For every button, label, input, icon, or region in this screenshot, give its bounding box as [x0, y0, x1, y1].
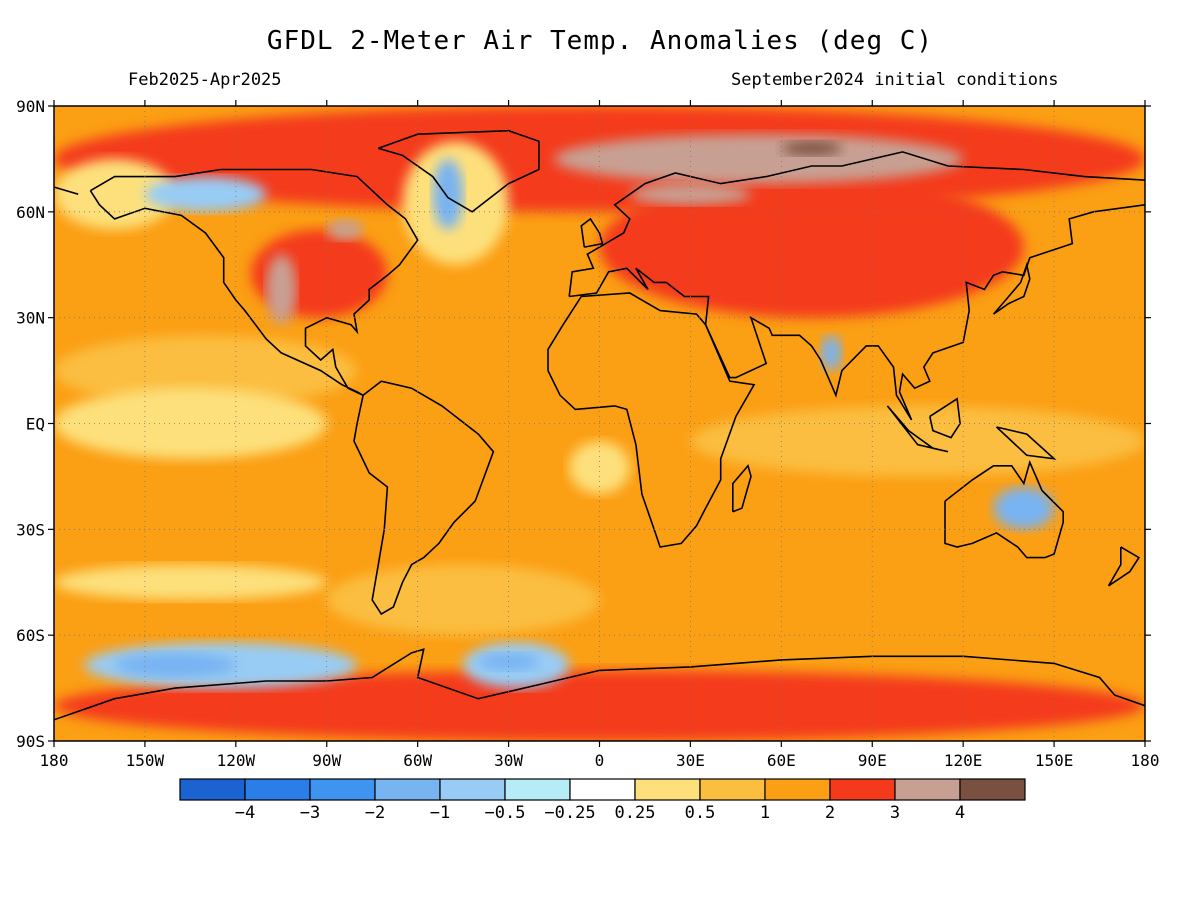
colorbar-label: 0.5	[685, 803, 716, 823]
lat-tick-label: 30N	[16, 309, 45, 328]
anomaly-region-11	[326, 564, 600, 636]
anomaly-region-9	[781, 141, 842, 156]
anomaly-region-21	[114, 652, 236, 678]
colorbar-label: 3	[890, 803, 900, 823]
lat-tick-label: 90N	[16, 97, 45, 116]
lon-tick-label: 180	[1131, 751, 1160, 770]
map-title: GFDL 2-Meter Air Temp. Anomalies (deg C)	[266, 26, 934, 56]
lon-tick-label: 0	[595, 751, 605, 770]
lon-tick-label: 90W	[312, 751, 341, 770]
coastline-5	[54, 186, 79, 195]
colorbar-swatch	[569, 778, 636, 801]
anomaly-region-14	[54, 564, 327, 600]
colorbar: −4 −3 −2 −1 −0.5 −0.25 0.25 0.5 1 2 3 4	[179, 778, 1026, 823]
colorbar-swatch	[504, 778, 571, 801]
coastline-15	[995, 426, 1057, 460]
lon-tick-label: 30W	[494, 751, 523, 770]
lon-tick-label: 90E	[858, 751, 887, 770]
lon-tick-label: 120E	[944, 751, 983, 770]
colorbar-label: 2	[825, 803, 835, 823]
lat-tick-label: 60N	[16, 203, 45, 222]
colorbar-label: 0.25	[615, 803, 656, 823]
lon-tick-label: 150W	[126, 751, 165, 770]
colorbar-swatch	[764, 778, 831, 801]
lat-tick-label: 60S	[16, 626, 45, 645]
anomaly-region-25	[820, 335, 842, 371]
colorbar-label: −3	[300, 803, 320, 823]
colorbar-swatch	[959, 778, 1026, 801]
anomaly-region-8	[326, 218, 364, 241]
colorbar-swatch	[699, 778, 766, 801]
coastline-12	[1107, 546, 1141, 587]
colorbar-label: 1	[760, 803, 770, 823]
anomaly-region-2	[599, 176, 1024, 318]
lon-tick-label: 60E	[767, 751, 796, 770]
lon-tick-label: 60W	[403, 751, 432, 770]
coastline-7	[944, 459, 1064, 559]
anomaly-region-12	[690, 405, 1145, 477]
coastline-6	[569, 204, 1145, 421]
coastline-9	[580, 217, 604, 248]
colorbar-label: 4	[955, 803, 965, 823]
coastline-4	[568, 151, 1145, 297]
colorbar-label: −2	[365, 803, 385, 823]
graticule	[54, 106, 1145, 741]
lon-tick-label: 30E	[676, 751, 705, 770]
colorbar-swatch	[244, 778, 311, 801]
coastline-3	[547, 292, 756, 548]
initial-conditions: September2024 initial conditions	[731, 70, 1059, 90]
lat-tick-label: EQ	[26, 415, 45, 434]
anomaly-region-20	[144, 176, 267, 212]
coastline-2	[353, 380, 495, 616]
colorbar-swatch	[179, 778, 246, 801]
coastline-0	[89, 168, 419, 397]
lon-tick-label: 120W	[217, 751, 256, 770]
forecast-period: Feb2025-Apr2025	[128, 70, 282, 90]
lon-tick-label: 180	[40, 751, 69, 770]
colorbar-swatch	[439, 778, 506, 801]
coastline-14	[929, 397, 961, 439]
coastline-10	[992, 261, 1031, 315]
coastline-13	[886, 405, 949, 453]
lat-tick-label: 30S	[16, 520, 45, 539]
colorbar-swatch	[374, 778, 441, 801]
anomaly-region-7	[266, 254, 297, 325]
colorbar-swatch	[309, 778, 376, 801]
colorbar-label: −4	[235, 803, 255, 823]
anomaly-region-6	[629, 183, 752, 205]
anomaly-region-13	[54, 388, 327, 459]
anomaly-region-24	[432, 158, 464, 230]
colorbar-label: −0.25	[544, 803, 595, 823]
anomaly-region-4	[54, 670, 1145, 741]
coastline-11	[732, 464, 752, 513]
colorbar-swatch	[829, 778, 896, 801]
anomaly-region-15	[569, 441, 630, 495]
colorbar-swatch	[634, 778, 701, 801]
coastline-1	[378, 129, 540, 213]
colorbar-swatch	[894, 778, 961, 801]
lon-tick-label: 150E	[1035, 751, 1074, 770]
anomaly-region-23	[993, 487, 1055, 530]
colorbar-label: −0.5	[485, 803, 526, 823]
lat-tick-label: 90S	[16, 732, 45, 751]
anomaly-region-5	[554, 134, 964, 184]
colorbar-label: −1	[430, 803, 450, 823]
